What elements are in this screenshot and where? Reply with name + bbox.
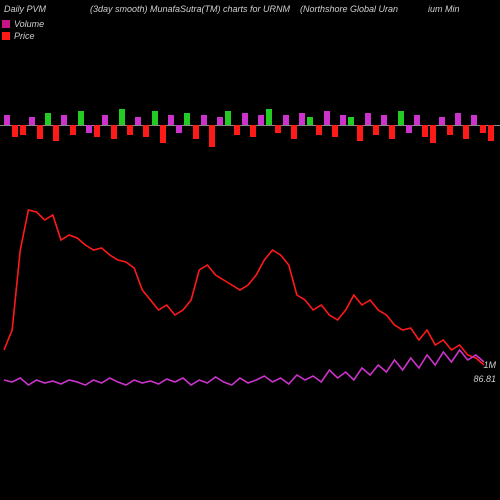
volume-bar xyxy=(225,111,231,125)
volume-bar xyxy=(332,125,338,137)
volume-bar xyxy=(242,113,248,125)
volume-bar-panel xyxy=(0,90,500,160)
volume-bar xyxy=(12,125,18,137)
volume-bar xyxy=(299,113,305,125)
volume-bar xyxy=(127,125,133,135)
volume-bar xyxy=(78,111,84,125)
volume-bar xyxy=(439,117,445,125)
volume-bar xyxy=(61,115,67,125)
volume-bar xyxy=(463,125,469,139)
volume-bar xyxy=(447,125,453,135)
volume-bar xyxy=(184,113,190,125)
volume-bar xyxy=(406,125,412,133)
volume-bar xyxy=(37,125,43,139)
volume-bar xyxy=(422,125,428,137)
volume-bar xyxy=(111,125,117,139)
volume-bar xyxy=(94,125,100,137)
volume-bar xyxy=(340,115,346,125)
price-line-panel: 1M 86.81 xyxy=(0,190,500,450)
volume-bar xyxy=(291,125,297,139)
header-left: Daily PVM xyxy=(4,4,46,14)
legend-item-price: Price xyxy=(2,30,44,42)
volume-bar xyxy=(201,115,207,125)
volume-bar xyxy=(102,115,108,125)
volume-bar xyxy=(357,125,363,141)
volume-bar xyxy=(398,111,404,125)
volume-bar xyxy=(45,113,51,125)
legend-label-price: Price xyxy=(14,31,35,41)
volume-line xyxy=(4,350,484,385)
volume-bar xyxy=(152,111,158,125)
volume-bar xyxy=(471,115,477,125)
volume-bar xyxy=(365,113,371,125)
volume-bar xyxy=(488,125,494,141)
volume-bar xyxy=(86,125,92,133)
legend: Volume Price xyxy=(2,18,44,42)
legend-label-volume: Volume xyxy=(14,19,44,29)
volume-bar xyxy=(373,125,379,135)
volume-bar xyxy=(160,125,166,143)
volume-bar xyxy=(143,125,149,137)
volume-bar xyxy=(168,115,174,125)
volume-bar xyxy=(324,111,330,125)
volume-bar xyxy=(480,125,486,133)
legend-swatch-price xyxy=(2,32,10,40)
volume-bar xyxy=(234,125,240,135)
header-mid2: (Northshore Global Uran xyxy=(300,4,398,14)
volume-bar xyxy=(217,117,223,125)
volume-bar xyxy=(316,125,322,135)
header-mid1: (3day smooth) MunafaSutra(TM) charts for… xyxy=(90,4,290,14)
volume-bar xyxy=(307,117,313,125)
volume-bar xyxy=(266,109,272,125)
legend-swatch-volume xyxy=(2,20,10,28)
volume-bar xyxy=(119,109,125,125)
volume-bar xyxy=(29,117,35,125)
volume-bar xyxy=(258,115,264,125)
volume-bar xyxy=(209,125,215,147)
header-right: ium Min xyxy=(428,4,460,14)
price-lines-svg xyxy=(0,190,500,450)
yaxis-label: 1M xyxy=(483,360,496,370)
volume-bar xyxy=(53,125,59,141)
volume-bar xyxy=(348,117,354,125)
volume-bar xyxy=(176,125,182,133)
volume-bar xyxy=(430,125,436,143)
price-line xyxy=(4,210,484,365)
volume-bar xyxy=(193,125,199,139)
volume-bar xyxy=(275,125,281,133)
volume-bar xyxy=(4,115,10,125)
volume-bar xyxy=(455,113,461,125)
volume-bar xyxy=(414,115,420,125)
chart-header: Daily PVM (3day smooth) MunafaSutra(TM) … xyxy=(0,4,500,32)
volume-bar xyxy=(70,125,76,135)
volume-bar xyxy=(250,125,256,137)
volume-bar xyxy=(389,125,395,139)
volume-bar xyxy=(381,115,387,125)
volume-bar xyxy=(283,115,289,125)
volume-bar xyxy=(135,117,141,125)
yaxis-label: 86.81 xyxy=(473,374,496,384)
legend-item-volume: Volume xyxy=(2,18,44,30)
volume-bar xyxy=(20,125,26,135)
